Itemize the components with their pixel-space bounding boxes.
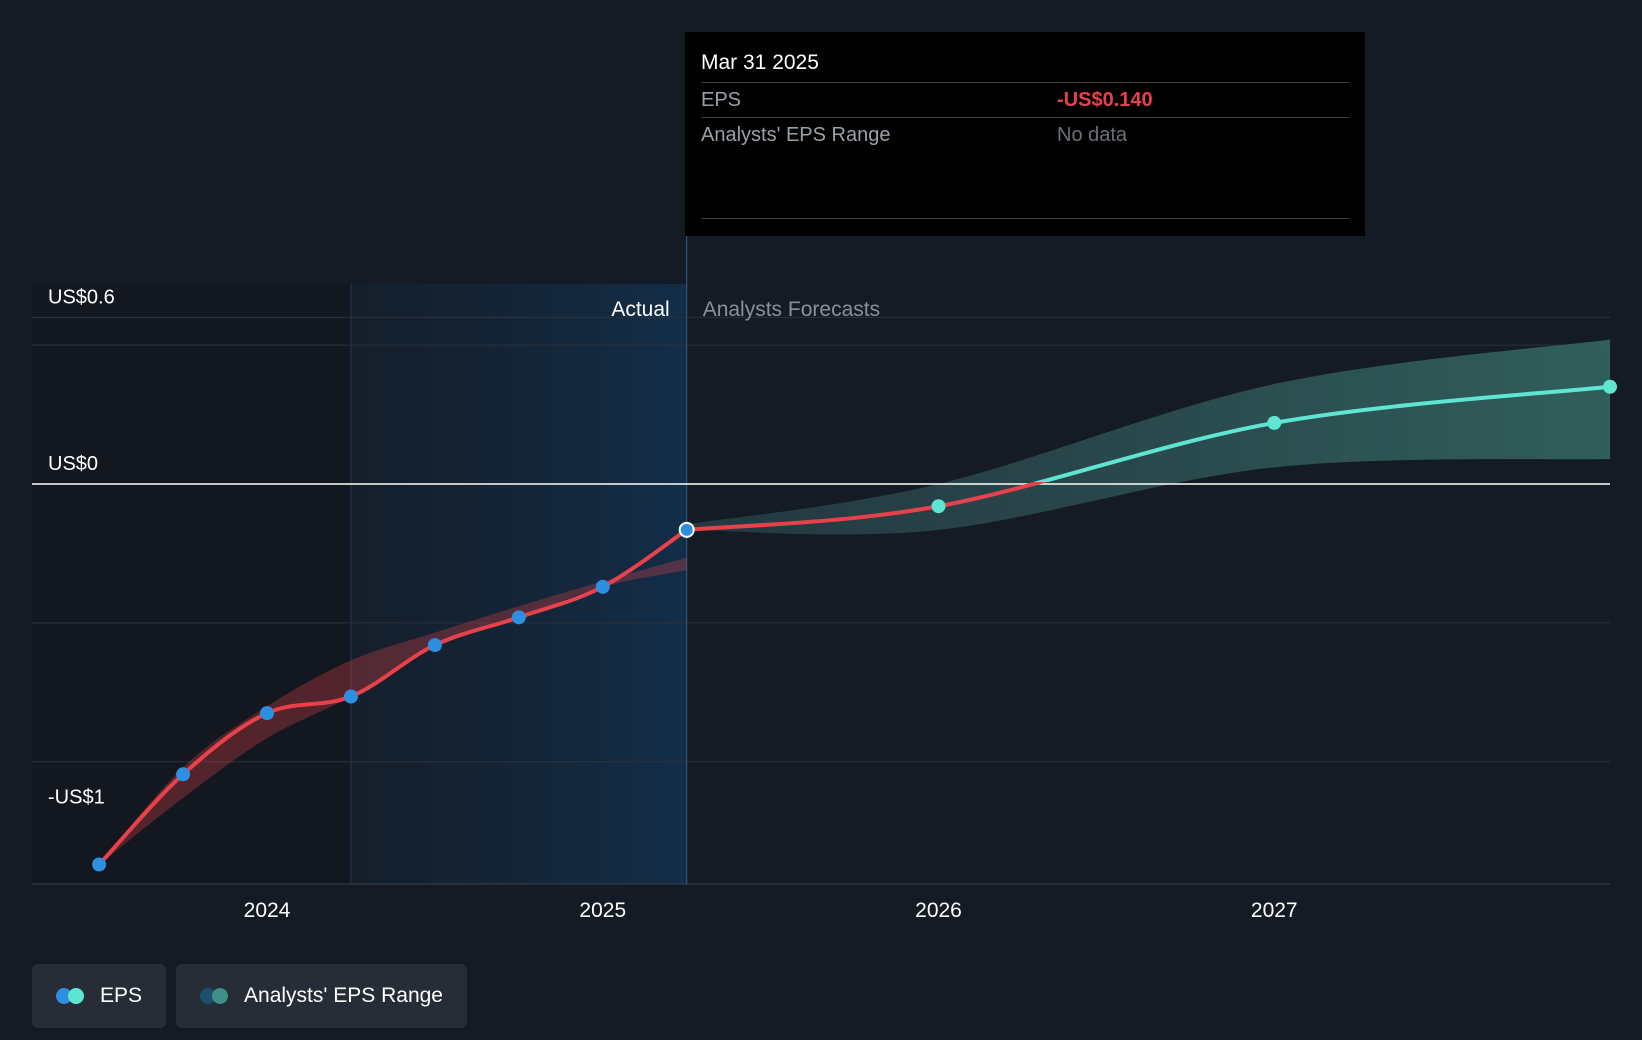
eps-point-6: [595, 579, 610, 594]
tooltip-row-eps: EPS -US$0.140: [701, 83, 1349, 118]
x-tick-label-3: 2027: [1251, 899, 1298, 922]
eps-forecast-point-0: [931, 499, 946, 514]
tooltip-divider: [701, 218, 1349, 219]
x-tick-label-1: 2025: [579, 899, 626, 922]
eps-point-7: [678, 521, 695, 538]
tooltip-eps-value: -US$0.140: [1057, 89, 1153, 111]
tooltip: Mar 31 2025 EPS -US$0.140 Analysts' EPS …: [685, 32, 1365, 236]
actual-region-bg: [350, 284, 687, 884]
legend-item-range[interactable]: Analysts' EPS Range: [176, 964, 467, 1028]
eps-forecast-point-2: [1603, 379, 1617, 394]
eps-forecast-point-1: [1267, 415, 1282, 430]
legend-range-dot-b: [212, 988, 229, 1004]
legend: EPS Analysts' EPS Range: [32, 964, 467, 1028]
legend-item-eps[interactable]: EPS: [32, 964, 167, 1028]
legend-eps-label: EPS: [100, 984, 143, 1007]
forecast-range-band: [686, 339, 1610, 535]
eps-point-3: [343, 689, 358, 704]
y-tick-label-1: US$0: [48, 453, 98, 475]
legend-eps-dot-b: [68, 988, 84, 1004]
tooltip-range-value: No data: [1057, 124, 1128, 146]
x-tick-label-0: 2024: [244, 899, 291, 922]
legend-eps-dots-icon: [56, 988, 86, 1004]
tooltip-date: Mar 31 2025: [701, 32, 1349, 83]
eps-point-1: [176, 767, 191, 782]
x-tick-label-2: 2026: [915, 899, 962, 922]
eps-point-5: [511, 610, 526, 625]
y-tick-label-2: -US$1: [48, 786, 105, 808]
eps-point-0: [92, 857, 107, 872]
forecast-label: Analysts Forecasts: [703, 298, 880, 321]
tooltip-eps-label: EPS: [701, 89, 742, 111]
actual-label: Actual: [611, 298, 669, 321]
eps-point-4: [427, 638, 442, 653]
legend-range-label: Analysts' EPS Range: [244, 984, 443, 1007]
eps-point-2: [260, 706, 275, 721]
pre-region-bg: [32, 284, 351, 884]
eps-line-forecast-negative: [686, 482, 1049, 532]
tooltip-row-range: Analysts' EPS Range No data: [701, 118, 1349, 152]
legend-range-dots-icon: [200, 988, 230, 1004]
y-tick-label-0: US$0.6: [48, 286, 115, 308]
tooltip-range-label: Analysts' EPS Range: [701, 124, 891, 146]
eps-line-forecast-positive: [1033, 384, 1611, 482]
